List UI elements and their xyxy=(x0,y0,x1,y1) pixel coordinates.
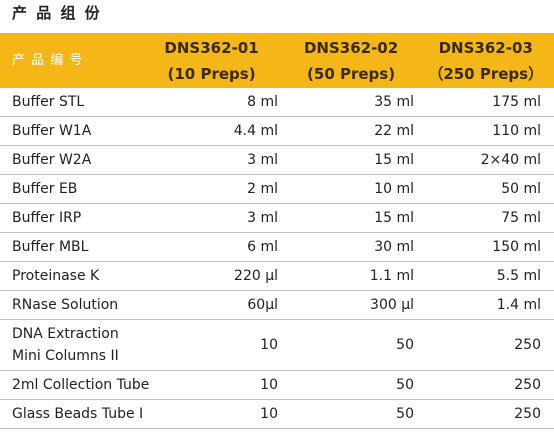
header-row: 产 品 编 号 DNS362-01 (10 Preps) DNS362-02 (50… xyxy=(0,33,554,88)
table-cell: 220 µl xyxy=(234,268,278,284)
table-cell: 110 ml xyxy=(492,123,541,139)
table-cell: Buffer W1A xyxy=(12,123,92,139)
header-cell: DNS362-03 （250 Preps） xyxy=(428,38,544,83)
table-row: Buffer EB 2 ml 10 ml 50 ml xyxy=(0,175,554,204)
table-cell: Buffer W2A xyxy=(12,152,92,168)
table-row: DNA Extraction Mini Columns II 10 50 250 xyxy=(0,320,554,371)
section-title: 产 品 组 份 xyxy=(12,4,102,22)
table-cell: Buffer STL xyxy=(12,94,85,110)
table-cell: 50 ml xyxy=(501,181,541,197)
table-cell: 2ml Collection Tube xyxy=(12,377,150,393)
table-row: RNase Solution 60µl 300 µl 1.4 ml xyxy=(0,291,554,320)
table-cell: 1.4 ml xyxy=(496,297,541,313)
table-cell: 4.4 ml xyxy=(233,123,278,139)
table-cell: 300 µl xyxy=(370,297,414,313)
table-cell: 6 ml xyxy=(247,239,278,255)
table-cell: Glass Beads Tube I xyxy=(12,406,144,422)
table-cell: 250 xyxy=(514,377,541,393)
table-cell: 10 xyxy=(260,377,278,393)
table-cell: 30 ml xyxy=(374,239,414,255)
table-cell: 8 ml xyxy=(247,94,278,110)
table-cell: 10 xyxy=(260,337,278,353)
table-cell: 150 ml xyxy=(492,239,541,255)
table-cell: DNA Extraction Mini Columns II xyxy=(12,326,119,364)
table-cell: Proteinase K xyxy=(12,268,100,284)
table-row: 2ml Collection Tube 10 50 250 xyxy=(0,371,554,400)
table-row: Buffer W1A 4.4 ml 22 ml 110 ml xyxy=(0,117,554,146)
table-row: Buffer STL 8 ml 35 ml 175 ml xyxy=(0,88,554,117)
table-cell: Buffer EB xyxy=(12,181,78,197)
table-cell: 10 xyxy=(260,406,278,422)
table-cell: Buffer MBL xyxy=(12,239,89,255)
table-row: Buffer IRP 3 ml 15 ml 75 ml xyxy=(0,204,554,233)
header-cell: DNS362-01 (10 Preps) xyxy=(164,38,259,83)
table-cell: 175 ml xyxy=(492,94,541,110)
table-cell: 2×40 ml xyxy=(480,152,541,168)
table-cell: 250 xyxy=(514,406,541,422)
table-cell: 60µl xyxy=(247,297,278,313)
table-cell: RNase Solution xyxy=(12,297,119,313)
table-row: Proteinase K 220 µl 1.1 ml 5.5 ml xyxy=(0,262,554,291)
table-cell: 50 xyxy=(396,337,414,353)
table-cell: 22 ml xyxy=(374,123,414,139)
header-cell: DNS362-02 (50 Preps) xyxy=(303,38,399,83)
table-cell: 250 xyxy=(514,337,541,353)
table-cell: 3 ml xyxy=(247,152,278,168)
table-row: Glass Beads Tube I 10 50 250 xyxy=(0,400,554,429)
table-cell: 15 ml xyxy=(374,152,414,168)
table-cell: 35 ml xyxy=(374,94,414,110)
table-cell: 2 ml xyxy=(247,181,278,197)
table-cell: 75 ml xyxy=(501,210,541,226)
table-cell: 15 ml xyxy=(374,210,414,226)
table-cell: Buffer IRP xyxy=(12,210,82,226)
table-cell: 5.5 ml xyxy=(496,268,541,284)
table-cell: 1.1 ml xyxy=(369,268,414,284)
table-cell: 50 xyxy=(396,377,414,393)
table-row: Buffer W2A 3 ml 15 ml 2×40 ml xyxy=(0,146,554,175)
table-cell: 10 ml xyxy=(374,181,414,197)
table-cell: 3 ml xyxy=(247,210,278,226)
header-cell: 产 品 编 号 xyxy=(12,52,84,68)
table-row: Buffer MBL 6 ml 30 ml 150 ml xyxy=(0,233,554,262)
table-cell: 50 xyxy=(396,406,414,422)
product-table: 产 品 编 号 DNS362-01 (10 Preps) DNS362-02 (50… xyxy=(0,33,554,429)
